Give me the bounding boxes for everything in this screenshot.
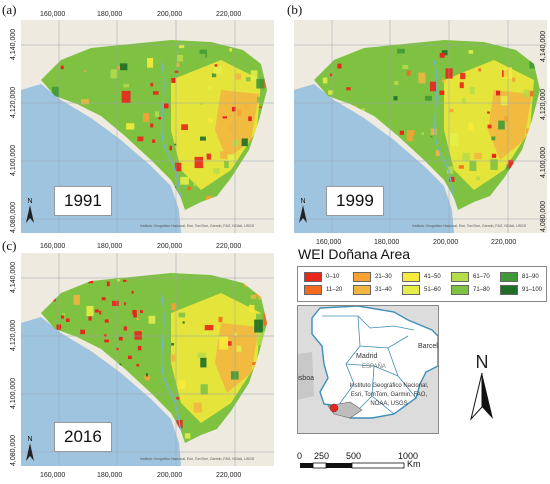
year-label: 2016 bbox=[54, 422, 112, 452]
north-arrow-icon bbox=[26, 205, 34, 223]
y-tick: 4,100,000 bbox=[10, 144, 17, 176]
legend-item: 91–100 bbox=[500, 285, 542, 295]
y-tick: 4,100,000 bbox=[10, 377, 17, 409]
map-image bbox=[21, 253, 274, 466]
x-tick: 200,000 bbox=[157, 11, 183, 18]
legend-item: 51–60 bbox=[402, 285, 441, 295]
x-tick: 220,000 bbox=[491, 239, 517, 246]
legend-swatch bbox=[304, 272, 322, 282]
north-arrow-small: N bbox=[25, 198, 35, 225]
y-tick: 4,140,000 bbox=[10, 261, 17, 293]
inset-attribution: Instituto Geográfico Nacional, Esri, Tom… bbox=[349, 383, 429, 407]
scale-tick: 1000 bbox=[398, 451, 419, 461]
legend-item: 41–50 bbox=[402, 272, 441, 282]
y-tick: 4,100,000 bbox=[540, 146, 547, 178]
north-label: N bbox=[300, 198, 306, 205]
x-tick: 180,000 bbox=[97, 472, 123, 479]
attribution: Instituto Geográfico Nacional, Esri, Tom… bbox=[140, 224, 255, 228]
y-tick: 4,080,000 bbox=[10, 434, 17, 466]
x-tick: 160,000 bbox=[40, 472, 66, 479]
legend-item: 0–10 bbox=[304, 272, 339, 282]
x-tick: 180,000 bbox=[97, 11, 123, 18]
north-arrow-small: N bbox=[298, 198, 308, 225]
x-tick: 220,000 bbox=[216, 472, 242, 479]
x-tick: 220,000 bbox=[216, 243, 242, 250]
inset-city-label: Lisboa bbox=[297, 375, 314, 382]
legend-label: 0–10 bbox=[326, 274, 340, 280]
legend-label: 91–100 bbox=[522, 287, 543, 293]
year-label: 1999 bbox=[326, 186, 384, 216]
attribution: Instituto Geográfico Nacional, Esri, Tom… bbox=[412, 224, 527, 228]
scale-tick: 0 bbox=[297, 451, 303, 461]
inset-city-label: Barcelona bbox=[418, 343, 438, 350]
north-arrow-icon bbox=[26, 443, 34, 461]
legend-swatch bbox=[402, 272, 420, 282]
x-tick: 200,000 bbox=[157, 472, 183, 479]
legend-label: 21–30 bbox=[375, 274, 392, 280]
x-tick: 160,000 bbox=[40, 11, 66, 18]
north-label: N bbox=[27, 198, 33, 205]
legend-item: 81–90 bbox=[500, 272, 539, 282]
attribution: Instituto Geográfico Nacional, Esri, Tom… bbox=[140, 457, 255, 461]
legend-swatch bbox=[353, 285, 371, 295]
legend-swatch bbox=[304, 285, 322, 295]
y-tick: 4,120,000 bbox=[10, 86, 17, 118]
legend-label: 71–80 bbox=[473, 287, 490, 293]
inset-map-image bbox=[298, 306, 438, 433]
y-tick: 4,140,000 bbox=[10, 28, 17, 60]
year-label: 1991 bbox=[54, 186, 112, 216]
inset-map: Madrid ESPAÑA Barcelona Lisboa Instituto… bbox=[297, 305, 439, 434]
scale-unit: Km bbox=[407, 459, 421, 469]
legend-item: 71–80 bbox=[451, 285, 490, 295]
legend-swatch bbox=[500, 272, 518, 282]
north-arrow-icon bbox=[470, 372, 493, 421]
north-arrow-label: N bbox=[475, 352, 489, 372]
scale-tick: 500 bbox=[346, 451, 362, 461]
x-tick: 220,000 bbox=[216, 11, 242, 18]
map-image bbox=[294, 20, 547, 233]
legend-swatch bbox=[451, 272, 469, 282]
map-area bbox=[21, 253, 274, 466]
legend-item: 61–70 bbox=[451, 272, 490, 282]
y-tick: 4,140,000 bbox=[540, 30, 547, 62]
legend-label: 11–20 bbox=[326, 287, 343, 293]
y-tick: 4,080,000 bbox=[540, 200, 547, 232]
legend-swatch bbox=[451, 285, 469, 295]
x-tick: 160,000 bbox=[40, 243, 66, 250]
y-tick: 4,080,000 bbox=[10, 201, 17, 233]
legend-title: WEI Doñana Area bbox=[298, 246, 411, 262]
x-tick: 160,000 bbox=[316, 239, 342, 246]
legend-item: 31–40 bbox=[353, 285, 392, 295]
legend-swatch bbox=[353, 272, 371, 282]
x-tick: 180,000 bbox=[97, 243, 123, 250]
north-label: N bbox=[27, 436, 33, 443]
legend-label: 61–70 bbox=[473, 274, 490, 280]
y-tick: 4,120,000 bbox=[540, 88, 547, 120]
legend-swatch bbox=[500, 285, 518, 295]
north-arrow-icon bbox=[299, 205, 307, 223]
legend-label: 31–40 bbox=[375, 287, 392, 293]
inset-country-label: ESPAÑA bbox=[362, 364, 386, 370]
north-arrow: N bbox=[467, 352, 497, 428]
legend-item: 21–30 bbox=[353, 272, 392, 282]
legend-label: 41–50 bbox=[424, 274, 441, 280]
legend-label: 51–60 bbox=[424, 287, 441, 293]
legend: 0–10 11–20 21–30 31–40 41–50 51–60 61–70 71–80 8… bbox=[297, 266, 547, 302]
x-tick: 200,000 bbox=[157, 243, 183, 250]
y-tick: 4,120,000 bbox=[10, 319, 17, 351]
legend-swatch bbox=[402, 285, 420, 295]
x-tick: 180,000 bbox=[374, 239, 400, 246]
panel-label: (a) bbox=[2, 2, 17, 17]
legend-label: 81–90 bbox=[522, 274, 539, 280]
legend-item: 11–20 bbox=[304, 285, 342, 295]
x-tick: 200,000 bbox=[433, 239, 459, 246]
north-arrow-small: N bbox=[25, 436, 35, 463]
inset-city-label: Madrid bbox=[356, 353, 378, 360]
panel-label: (c) bbox=[2, 238, 17, 253]
panel-label: (b) bbox=[287, 2, 303, 17]
map-area bbox=[294, 20, 547, 233]
scale-bar-graphic bbox=[300, 462, 405, 469]
scale-tick: 250 bbox=[314, 451, 330, 461]
